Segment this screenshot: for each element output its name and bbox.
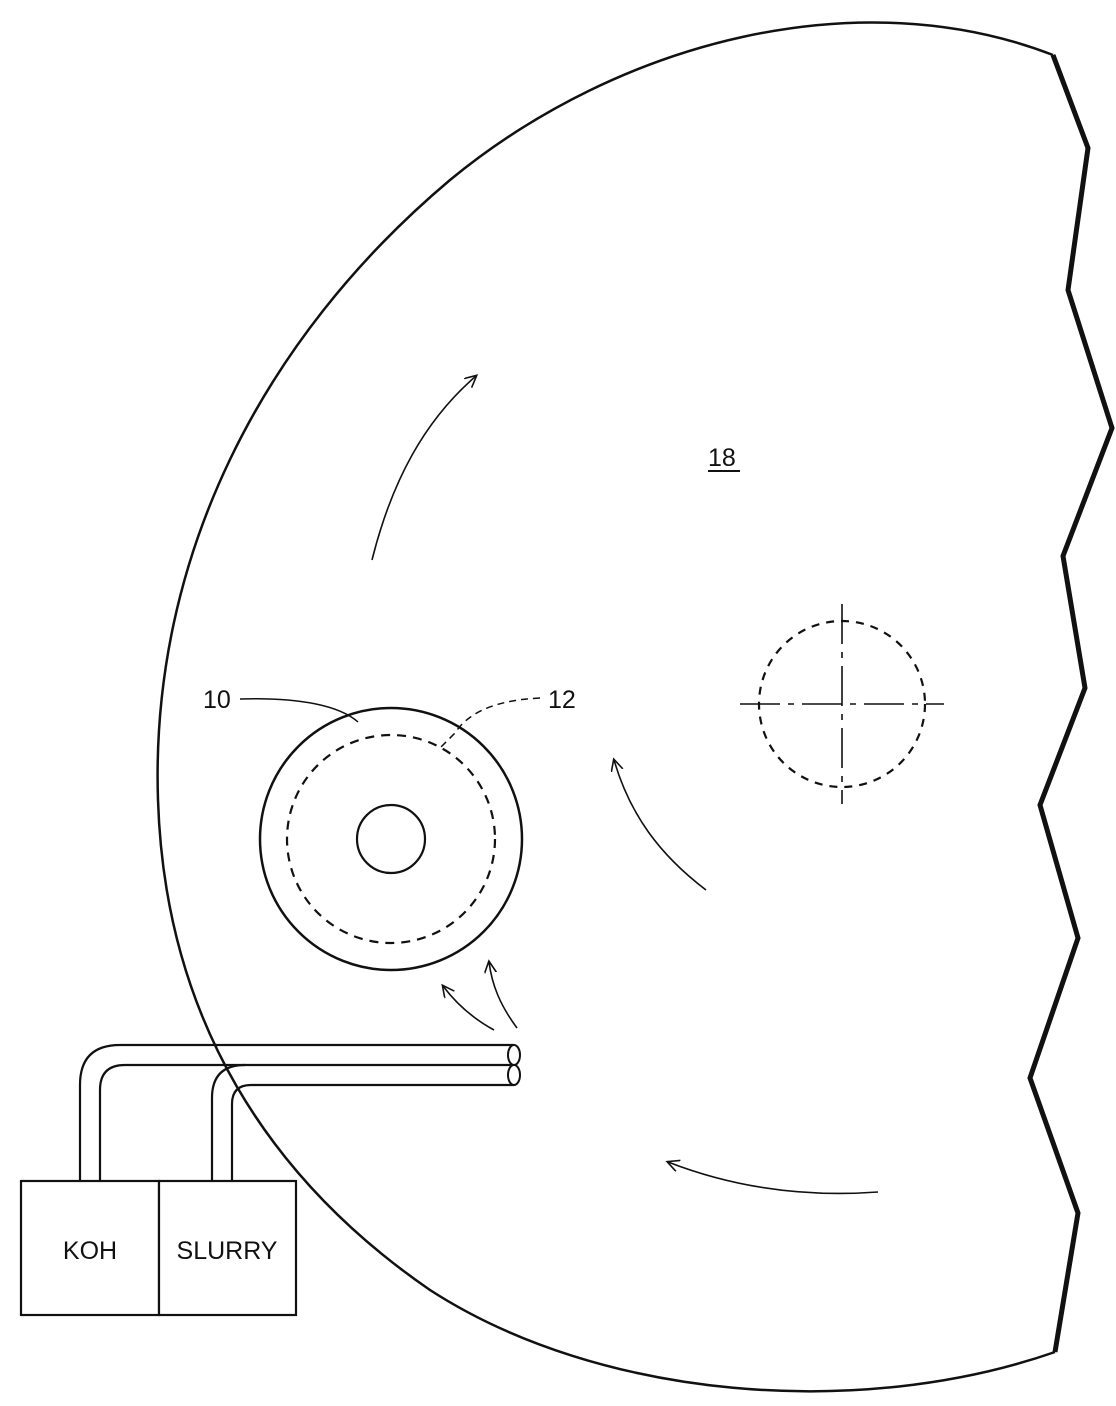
- rotation-arrow-middle: [614, 760, 706, 890]
- pad-region-reference-label: 12: [548, 686, 576, 714]
- wafer-carrier: [260, 708, 522, 970]
- slurry-tube-end: [508, 1065, 520, 1085]
- supply-tubes: [80, 1045, 520, 1181]
- slurry-box-label: SLURRY: [177, 1237, 278, 1265]
- platen-rotation-arrows: [372, 376, 878, 1193]
- koh-box-label: KOH: [63, 1237, 117, 1265]
- pad-region-leader-line: [440, 698, 540, 748]
- slurry-tube-outer: [212, 1065, 245, 1181]
- rotation-arrow-lower: [668, 1162, 878, 1193]
- supply-boxes: KOH SLURRY: [21, 1181, 296, 1315]
- koh-tube-end: [508, 1045, 520, 1065]
- wafer-outer-circle: [260, 708, 522, 970]
- flow-arrow-left: [443, 986, 494, 1030]
- platen-center-marker: [740, 604, 944, 804]
- slurry-tube-inner: [232, 1085, 514, 1181]
- dispense-flow-arrows: [443, 962, 517, 1030]
- rotation-arrow-upper: [372, 376, 476, 560]
- koh-tube-inner: [100, 1065, 514, 1181]
- wafer-dashed-circle: [287, 735, 495, 943]
- platen-break-line: [1030, 55, 1112, 1352]
- wafer-hub-circle: [357, 805, 425, 873]
- flow-arrow-right: [489, 962, 517, 1028]
- wafer-reference-label: 10: [203, 686, 231, 714]
- polishing-platen: [158, 22, 1112, 1391]
- platen-reference-label: 18: [708, 444, 736, 472]
